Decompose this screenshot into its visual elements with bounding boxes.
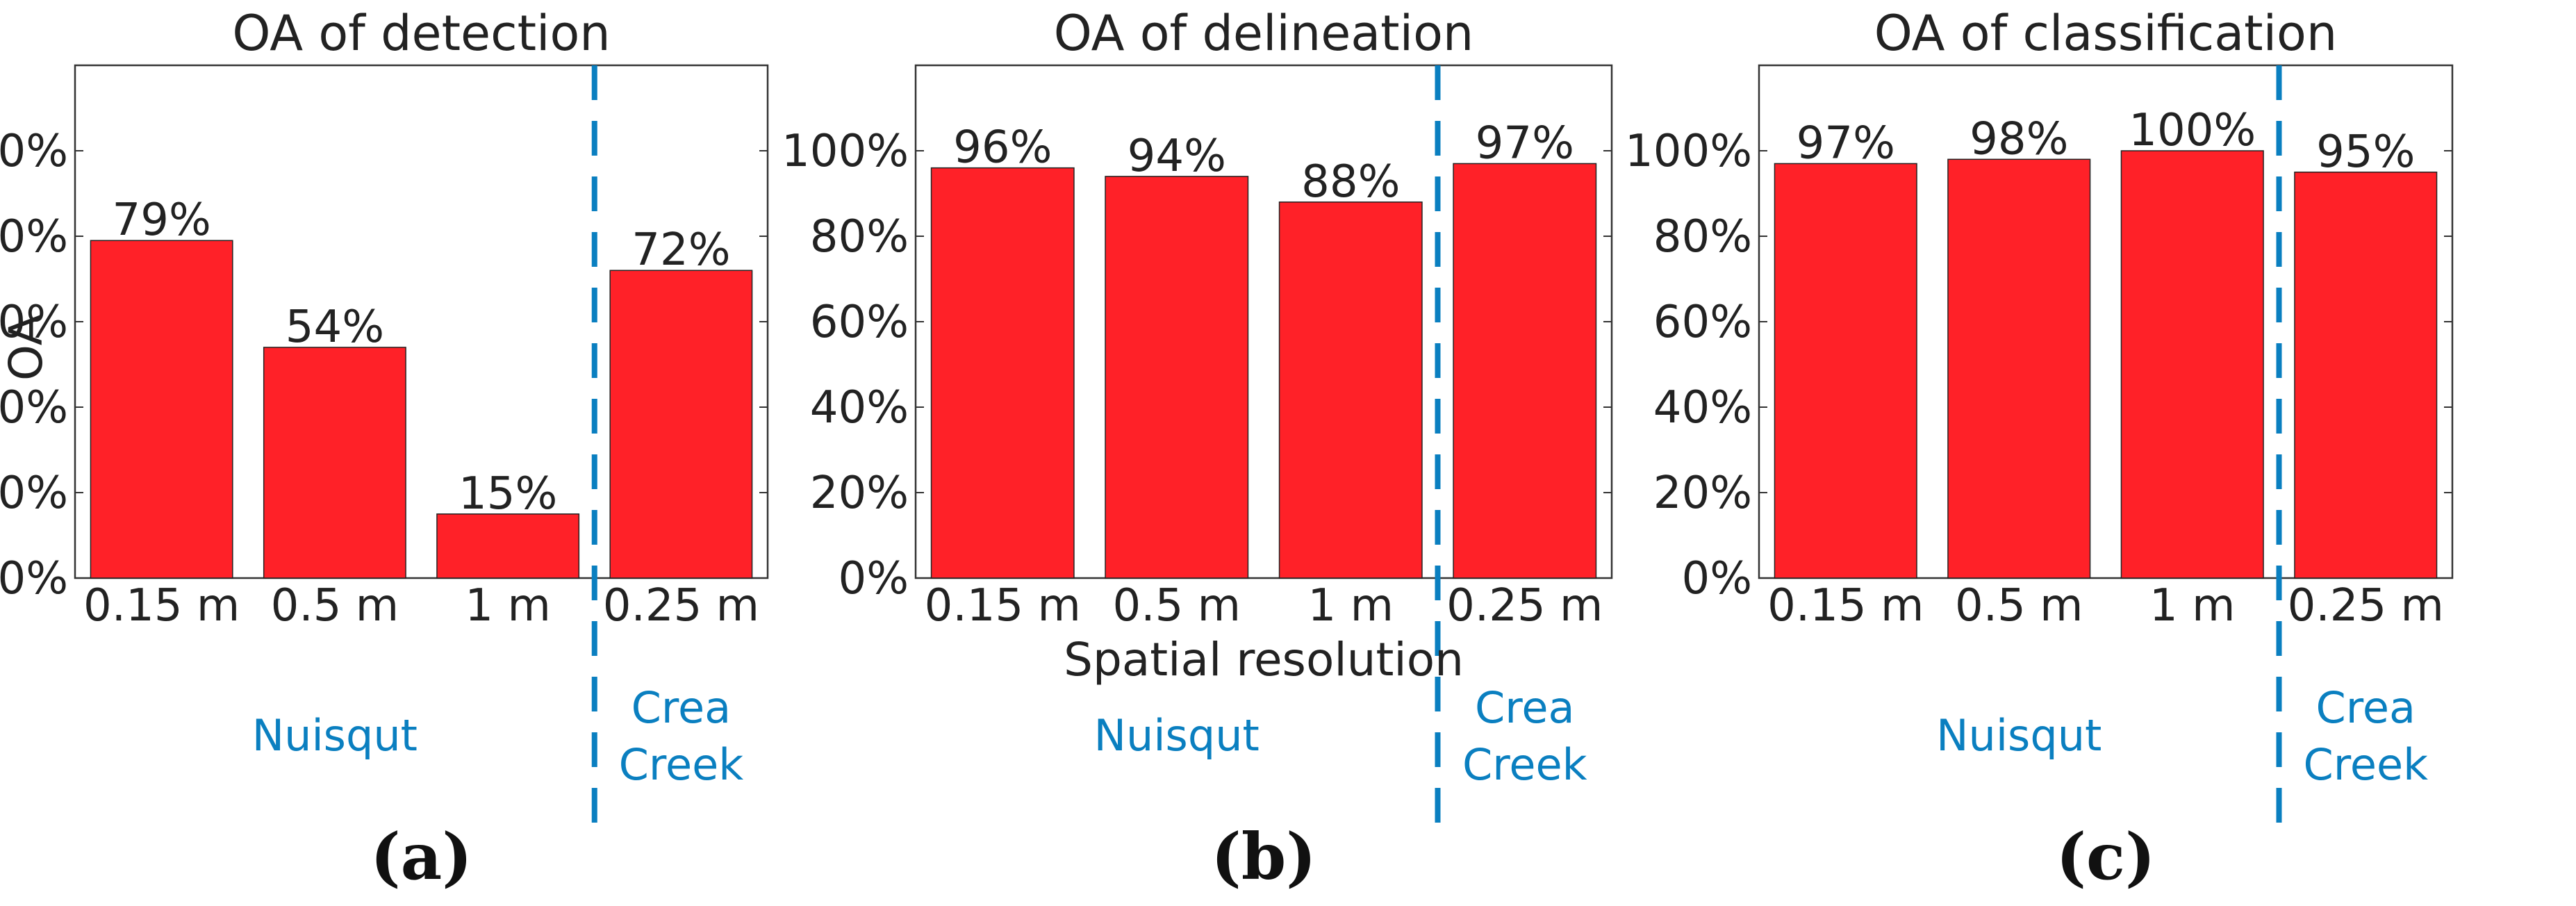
panel-2-value-label-1: 96% [953, 122, 1052, 174]
panel-1-ylabel: OA [0, 314, 53, 381]
panel-1-bar-1 [90, 240, 233, 579]
panel-1-ytick-label: 100% [0, 126, 68, 177]
panel-2-value-label-4: 97% [1476, 117, 1574, 169]
panel-3-ytick-label: 60% [1653, 297, 1752, 348]
panel-3-group-label-left: Nuisqut [1936, 710, 2102, 761]
panel-3-bar-4 [2294, 172, 2438, 579]
panel-2-ytick-label: 60% [810, 297, 909, 348]
panel-3-xtick-label-3: 1 m [2149, 580, 2235, 632]
panel-2-group-label-left: Nuisqut [1094, 710, 1260, 761]
panel-1-letter: (a) [370, 819, 472, 894]
panel-2-value-label-2: 94% [1128, 131, 1226, 182]
panel-3-bar-2 [1947, 158, 2091, 579]
panel-1-xtick-label-2: 0.5 m [271, 580, 399, 632]
panel-2-bar-3 [1278, 201, 1423, 579]
panel-2-ytick-label: 80% [810, 211, 909, 263]
panel-3-value-label-2: 98% [1970, 113, 2068, 165]
panel-2-title: OA of delineation [1054, 5, 1474, 62]
panel-3-value-label-1: 97% [1797, 117, 1895, 169]
panel-3-group-label-right-line1: Crea [2315, 682, 2416, 733]
panel-2-group-label-right-line2: Creek [1462, 739, 1587, 790]
panel-3-xtick-label-4: 0.25 m [2288, 580, 2444, 632]
panel-3-letter: (c) [2056, 819, 2155, 894]
panel-1-bar-2 [263, 347, 406, 579]
panel-1-xtick-label-1: 0.15 m [83, 580, 240, 632]
panel-1-ytick-label: 0% [0, 553, 68, 604]
panel-1-ytick-label: 80% [0, 211, 68, 263]
panel-1-value-label-1: 79% [113, 195, 211, 246]
panel-3-xtick-label-1: 0.15 m [1767, 580, 1924, 632]
panel-3-ytick-label: 100% [1625, 126, 1752, 177]
panel-3-group-label-right-line2: Creek [2303, 739, 2428, 790]
panel-2-ytick-label: 0% [838, 553, 909, 604]
panel-1-title: OA of detection [232, 5, 610, 62]
panel-3-value-label-4: 95% [2316, 126, 2415, 178]
panel-3-ytick-label: 0% [1681, 553, 1752, 604]
panel-2-value-label-3: 88% [1301, 156, 1400, 208]
panel-2-group-label-right-line1: Crea [1475, 682, 1575, 733]
panel-3-ytick-label: 80% [1653, 211, 1752, 263]
panel-1-xtick-label-4: 0.25 m [603, 580, 759, 632]
panel-2-letter: (b) [1211, 819, 1316, 894]
panel-1-group-label-right-line1: Crea [631, 682, 732, 733]
panel-1-value-label-3: 15% [459, 468, 557, 520]
panel-2-xtick-label-4: 0.25 m [1446, 580, 1603, 632]
panel-1-value-label-4: 72% [631, 224, 730, 276]
panel-1-ytick-label: 20% [0, 468, 68, 519]
panel-1-ytick-label: 60% [0, 297, 68, 348]
panel-3-bar-1 [1774, 163, 1917, 579]
panel-2-xtick-label-1: 0.15 m [925, 580, 1081, 632]
panel-2-ytick-label: 100% [782, 126, 909, 177]
panel-2-xtick-label-2: 0.5 m [1113, 580, 1241, 632]
panel-1-value-label-2: 54% [286, 302, 384, 353]
panel-3-value-label-3: 100% [2129, 105, 2256, 156]
panel-1-bar-3 [436, 513, 580, 579]
panel-2-ytick-label: 40% [810, 382, 909, 434]
panel-2-xtick-label-3: 1 m [1308, 580, 1394, 632]
panel-1-ytick-label: 40% [0, 382, 68, 434]
panel-1-bar-4 [609, 270, 753, 579]
panel-3-xtick-label-2: 0.5 m [1955, 580, 2083, 632]
panel-2-bar-1 [930, 167, 1075, 579]
panel-3-title: OA of classification [1874, 5, 2338, 62]
panel-2-bar-4 [1453, 163, 1597, 579]
panel-2-xlabel: Spatial resolution [1064, 633, 1464, 686]
panel-1-group-label-left: Nuisqut [252, 710, 418, 761]
panel-2-bar-2 [1105, 176, 1249, 579]
panel-3-bar-3 [2120, 150, 2264, 579]
panel-1-group-label-right-line2: Creek [619, 739, 744, 790]
panel-2-ytick-label: 20% [810, 468, 909, 519]
panel-3-ytick-label: 40% [1653, 382, 1752, 434]
panel-3-ytick-label: 20% [1653, 468, 1752, 519]
panel-1-xtick-label-3: 1 m [465, 580, 550, 632]
